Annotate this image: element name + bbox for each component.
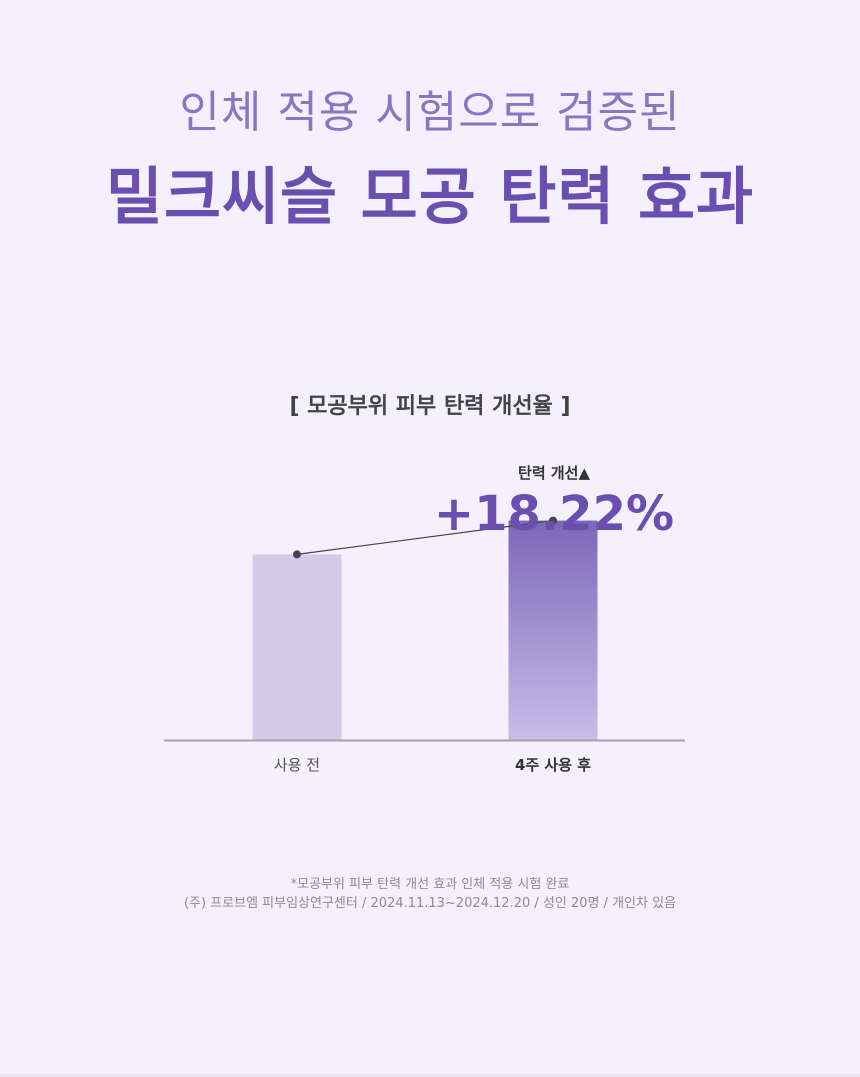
trend-point-after [549,516,557,525]
footnote-line-2: (주) 프로브엠 피부임상연구센터 / 2024.11.13~2024.12.2… [183,896,677,911]
bar-after [508,520,598,740]
improvement-label: 탄력 개선▲ [518,464,590,482]
chart-title: [ 모공부위 피부 탄력 개선율 ] [289,394,571,419]
bottom-divider [0,1074,860,1077]
page-title: 밀크씨슬 모공 탄력 효과 [105,160,755,233]
improvement-value: +18.22% [433,486,675,542]
category-label-before: 사용 전 [274,756,320,774]
trend-point-before [293,550,301,559]
bar-before [252,554,342,740]
footnote-line-1: *모공부위 피부 탄력 개선 효과 인체 적용 시험 완료 [290,877,570,892]
trend-line [296,519,554,555]
elasticity-bar-chart: 사용 전 4주 사용 후 [164,516,685,774]
page-subtitle: 인체 적용 시험으로 검증된 [179,87,681,138]
category-label-after: 4주 사용 후 [515,756,591,774]
